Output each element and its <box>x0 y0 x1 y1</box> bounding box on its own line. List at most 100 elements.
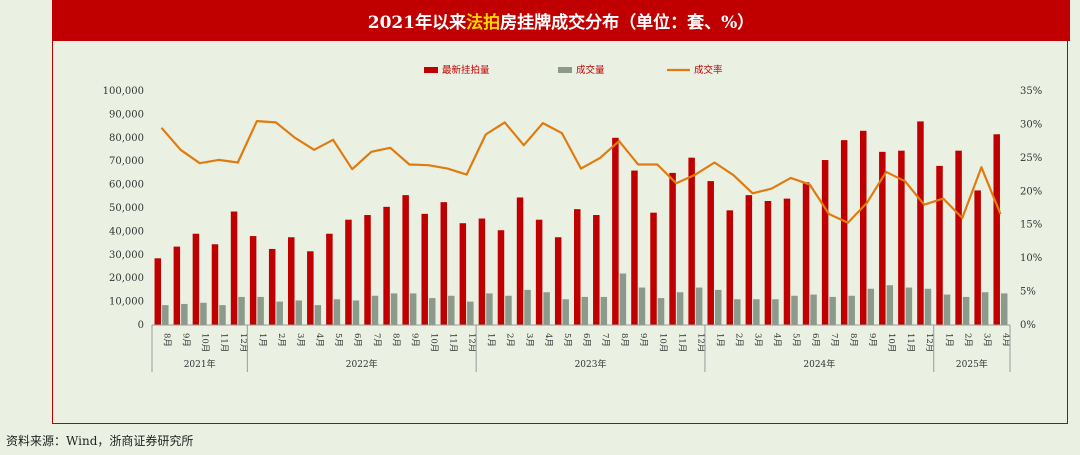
y-left-tick-label: 100,000 <box>103 86 144 97</box>
bar-deal <box>390 293 398 325</box>
bar-listing <box>288 237 295 325</box>
bar-listing <box>154 258 162 325</box>
bar-deal <box>428 298 436 325</box>
x-tick-label: 12月 <box>924 333 934 352</box>
y-left-tick-label: 30,000 <box>109 250 144 261</box>
x-tick-label: 10月 <box>200 333 210 352</box>
chart-svg: 0 10,000 20,000 30,000 40,000 50,000 60,000 70,… <box>103 64 1042 372</box>
bar-listing <box>860 130 867 325</box>
y-left-tick-label: 10,000 <box>109 297 144 308</box>
bar-listing <box>192 233 200 325</box>
bar-listing <box>879 151 886 325</box>
bar-listing <box>535 219 543 325</box>
bar-deal <box>1000 293 1008 325</box>
y-right-tick-label: 10% <box>1020 253 1042 264</box>
x-tick-label: 9月 <box>638 333 648 347</box>
bar-deal <box>352 300 360 325</box>
bar-listing <box>898 150 905 325</box>
bar-deal <box>714 289 722 325</box>
x-tick-label: 9月 <box>409 333 419 347</box>
x-tick-label: 11月 <box>905 333 915 352</box>
bar-deal <box>638 287 646 325</box>
bar-deal <box>791 295 798 325</box>
bar-deal <box>810 294 817 325</box>
bar-deal <box>295 300 302 325</box>
title-suffix: 房挂牌成交分布（单位：套、%） <box>500 13 755 33</box>
bar-listing <box>993 134 1000 325</box>
bar-deal <box>219 305 226 325</box>
bar-deal <box>753 299 760 325</box>
x-tick-label: 4月 <box>543 333 553 347</box>
chart-title-bar: 2021年以来法拍房挂牌成交分布（单位：套、%） <box>52 0 1070 41</box>
bar-deal <box>619 273 627 325</box>
bar-deal <box>695 287 703 325</box>
bar-listing <box>745 195 753 325</box>
x-tick-label: 10月 <box>657 333 667 352</box>
y-left-tick-label: 80,000 <box>109 133 144 144</box>
x-tick-label: 6月 <box>581 333 591 347</box>
bar-deal <box>600 296 608 325</box>
bar-deal <box>829 296 836 325</box>
bar-deal <box>238 296 245 325</box>
x-tick-label: 7月 <box>371 333 381 347</box>
bar-listing <box>345 219 352 325</box>
bar-deal <box>371 295 379 325</box>
legend-label-listing: 最新挂拍量 <box>442 64 490 76</box>
y-right-tick-label: 35% <box>1020 86 1042 97</box>
bar-listing <box>230 211 238 325</box>
bar-deal <box>581 296 588 325</box>
bar-listing <box>764 200 772 325</box>
bar-listing <box>936 165 943 325</box>
bar-deal <box>448 295 455 325</box>
bar-listing <box>688 157 695 325</box>
x-tick-label: 8月 <box>619 333 629 347</box>
x-tick-label: 1月 <box>486 333 496 347</box>
title-prefix: 2021年以来 <box>367 13 467 33</box>
y-right-tick-label: 20% <box>1020 186 1042 197</box>
chart-frame: 0 10,000 20,000 30,000 40,000 50,000 60,000 70,… <box>52 41 1068 424</box>
bar-listing <box>497 230 505 325</box>
bar-listing <box>459 223 467 325</box>
y-left-tick-label: 50,000 <box>109 203 144 214</box>
x-tick-label: 3月 <box>981 333 991 347</box>
x-tick-label: 6月 <box>352 333 362 347</box>
chart-title: 2021年以来法拍房挂牌成交分布（单位：套、%） <box>368 8 754 33</box>
x-tick-label: 9月 <box>867 333 877 347</box>
bar-listing <box>554 237 562 325</box>
bar-listing <box>268 248 276 325</box>
year-label: 2022年 <box>346 358 378 370</box>
legend-swatch-listing <box>424 67 438 73</box>
x-tick-label: 10月 <box>428 333 438 352</box>
x-tick-label: 1月 <box>714 333 724 347</box>
bar-deal <box>924 288 932 325</box>
year-label: 2021年 <box>184 358 216 370</box>
bar-listing <box>383 206 390 325</box>
x-tick-label: 7月 <box>600 333 610 347</box>
bar-deal <box>467 301 474 325</box>
x-tick-label: 8月 <box>390 333 400 347</box>
year-label: 2025年 <box>956 358 988 370</box>
x-tick-label: 11月 <box>219 333 229 352</box>
bar-deal <box>734 299 741 325</box>
bar-listing <box>249 236 257 325</box>
bar-listing <box>726 210 734 325</box>
bar-deal <box>486 293 493 325</box>
title-highlight: 法拍 <box>466 13 501 33</box>
x-tick-label: 11月 <box>676 333 686 352</box>
x-tick-label: 4月 <box>772 333 782 347</box>
bar-deal <box>314 305 322 325</box>
bar-listing <box>669 172 676 325</box>
bar-listing <box>173 246 181 325</box>
bar-listing <box>516 197 524 325</box>
bar-deal <box>562 299 569 325</box>
y-left-tick-label: 90,000 <box>109 109 144 120</box>
bar-listing <box>364 215 371 325</box>
bar-listing <box>802 182 810 325</box>
x-tick-label: 2月 <box>505 333 515 347</box>
x-tick-label: 3月 <box>524 333 534 347</box>
x-tick-label: 7月 <box>829 333 839 347</box>
y-right-tick-label: 25% <box>1020 153 1042 164</box>
bar-deal <box>943 294 951 325</box>
bar-listing <box>326 233 333 325</box>
y-right-tick-label: 30% <box>1020 119 1042 130</box>
